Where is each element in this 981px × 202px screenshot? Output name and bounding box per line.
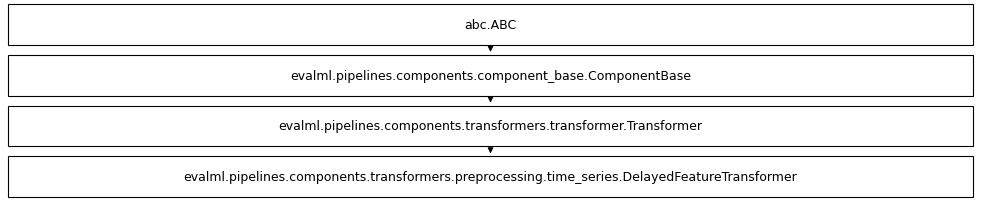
Text: abc.ABC: abc.ABC xyxy=(464,19,517,32)
Bar xyxy=(8,56,973,96)
Bar xyxy=(8,5,973,45)
Bar xyxy=(8,106,973,146)
Text: evalml.pipelines.components.transformers.preprocessing.time_series.DelayedFeatur: evalml.pipelines.components.transformers… xyxy=(183,170,798,183)
Text: evalml.pipelines.components.component_base.ComponentBase: evalml.pipelines.components.component_ba… xyxy=(290,69,691,82)
Text: evalml.pipelines.components.transformers.transformer.Transformer: evalml.pipelines.components.transformers… xyxy=(279,120,702,133)
Bar xyxy=(8,157,973,197)
